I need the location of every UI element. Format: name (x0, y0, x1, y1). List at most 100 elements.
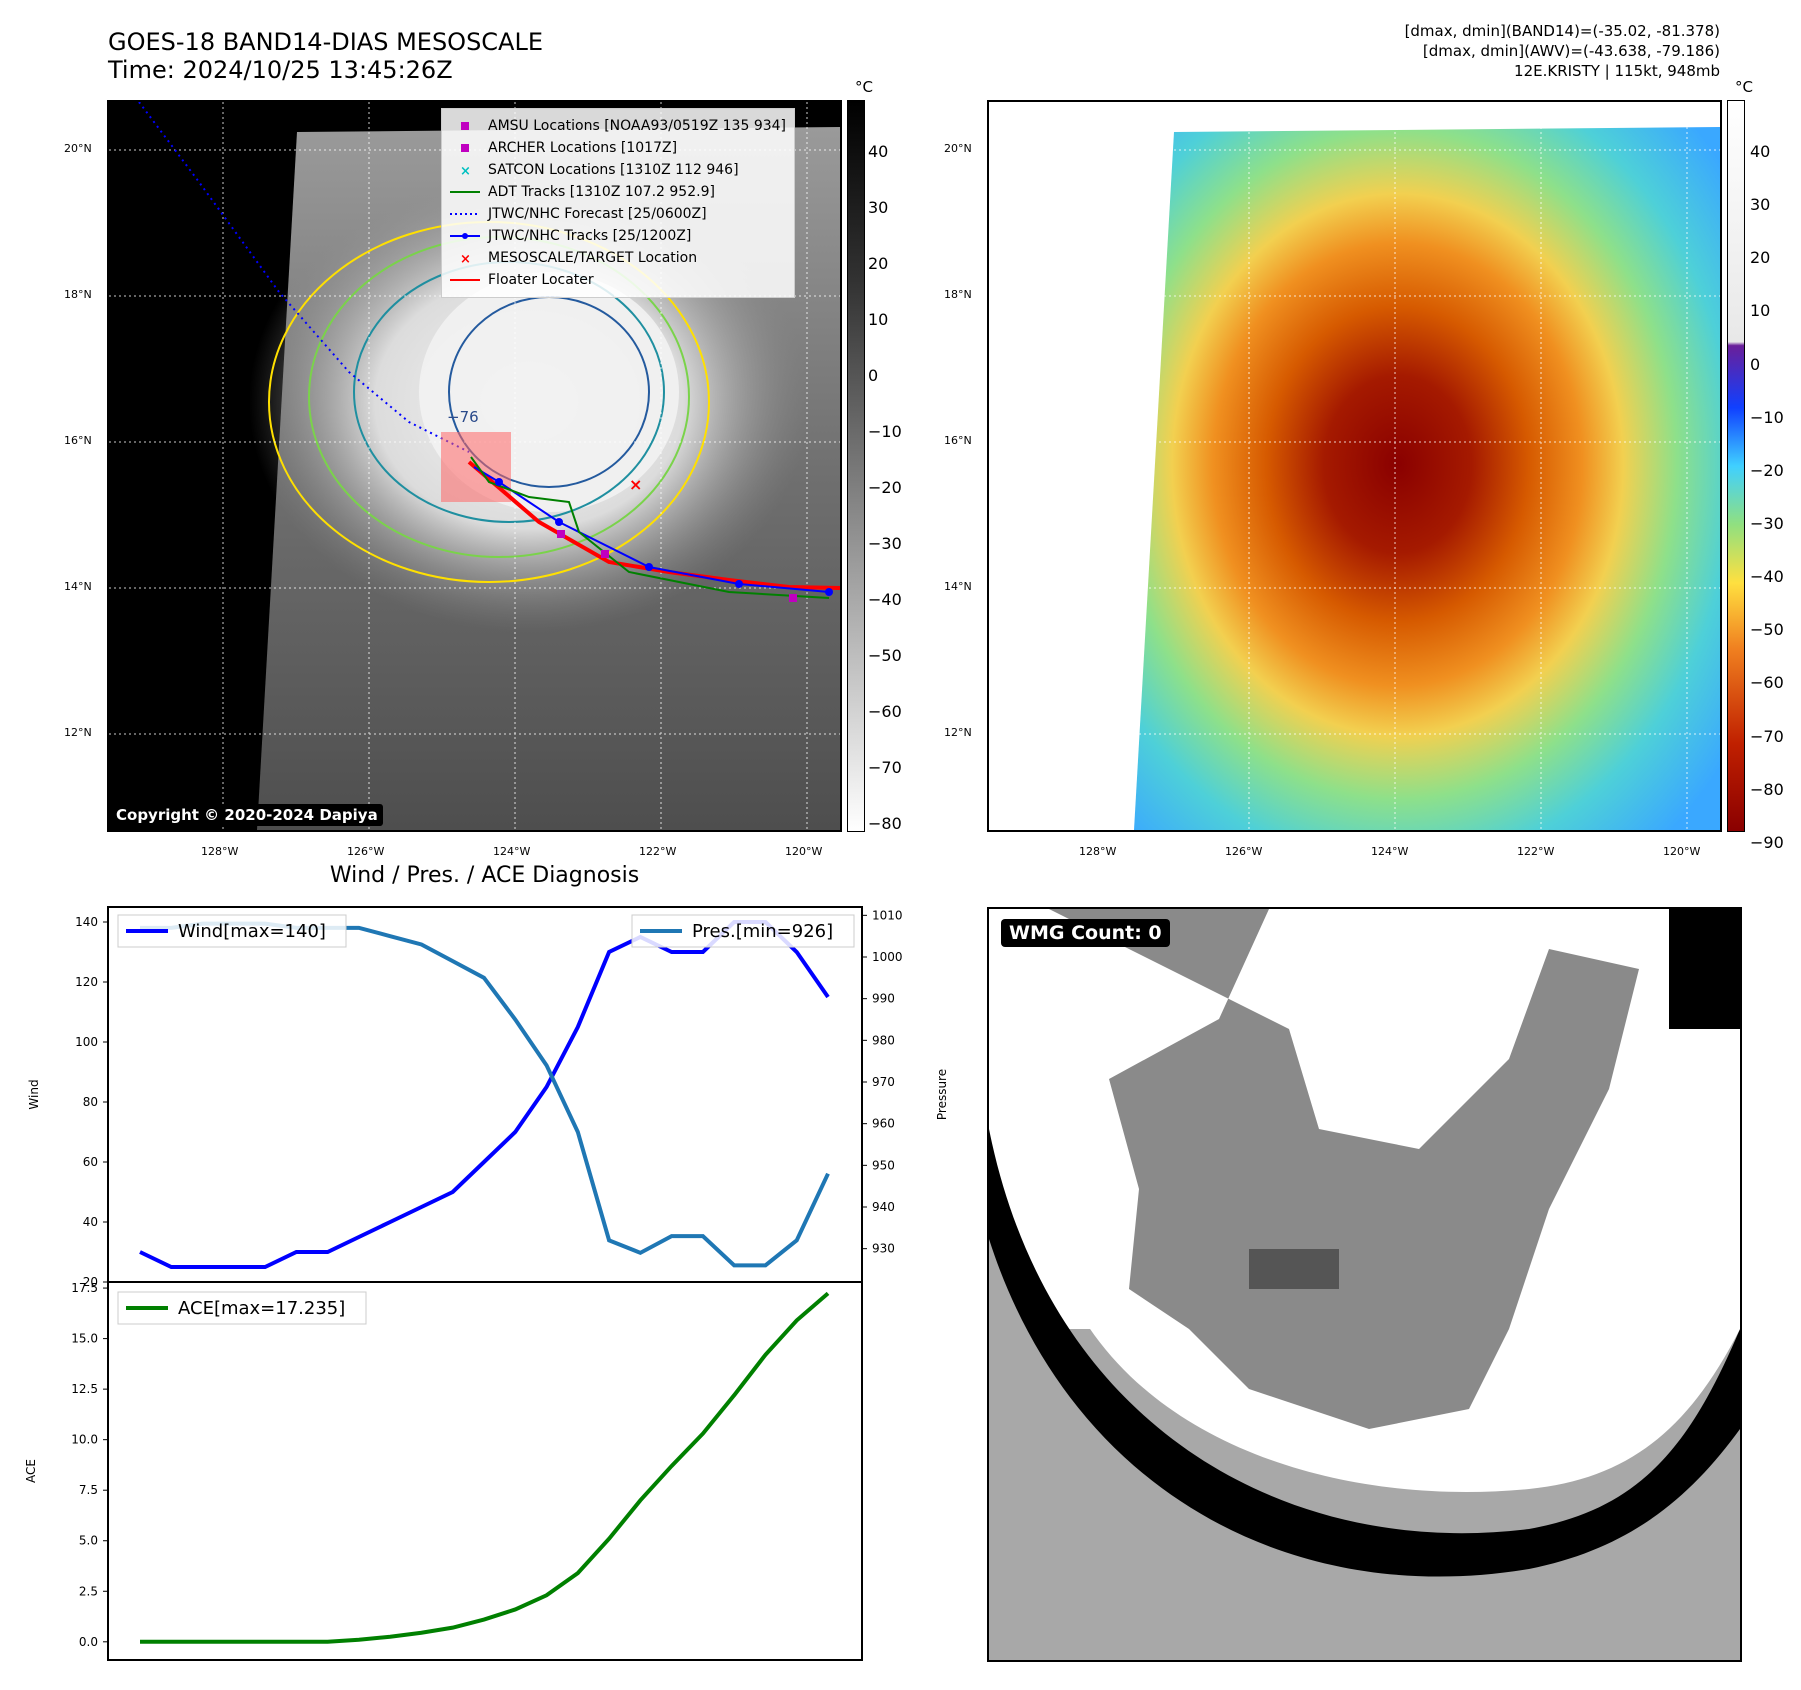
ace-ytick-label: 17.5 (71, 1281, 98, 1295)
pres-ytick-label: 970 (872, 1075, 895, 1089)
ace-ytick-label: 0.0 (79, 1635, 98, 1649)
info-line2: [dmax, dmin](AWV)=(-43.638, -79.186) (1422, 42, 1720, 60)
lat-label: 12°N (944, 726, 972, 739)
colorbar-tick: −30 (1750, 514, 1784, 534)
pres-ytick-label: 1000 (872, 950, 903, 964)
legend-symbol: × (450, 252, 480, 264)
ace-ytick-label: 7.5 (79, 1483, 98, 1497)
ace-ytick-label: 12.5 (71, 1382, 98, 1396)
right-colorbar-unit: °C (1735, 78, 1753, 96)
legend-label: ADT Tracks [1310Z 107.2 952.9] (488, 184, 715, 200)
legend-item: ARCHER Locations [1017Z] (450, 137, 786, 159)
colorbar-tick: 40 (868, 142, 889, 161)
colorbar-tick: −80 (868, 814, 902, 834)
legend-symbol (450, 120, 480, 132)
colorbar-tick: 0 (1750, 354, 1761, 374)
ace-ytick-label: 15.0 (71, 1332, 98, 1346)
ace-ytick-label: 2.5 (79, 1584, 98, 1598)
lon-label: 120°W (785, 845, 823, 858)
wmg-panel: WMG Count: 0 (987, 907, 1742, 1662)
legend-label: Floater Locater (488, 272, 594, 288)
lat-label: 18°N (64, 288, 92, 301)
lon-label: 124°W (493, 845, 531, 858)
wind-ytick-label: 80 (83, 1095, 98, 1109)
ace-ytick-label: 10.0 (71, 1433, 98, 1447)
jtwc-points (495, 478, 833, 596)
ace-series-line (140, 1291, 830, 1644)
colorbar-tick: −50 (868, 646, 902, 666)
legend-symbol (450, 230, 480, 242)
colorbar-tick: −70 (868, 758, 902, 778)
pressure-axis-label: Pressure (935, 1069, 949, 1120)
copyright-badge: Copyright © 2020-2024 Dapiya (111, 804, 383, 826)
colorbar-tick: −10 (1750, 407, 1784, 427)
awv-map-panel (987, 100, 1722, 832)
legend-label: MESOSCALE/TARGET Location (488, 250, 698, 266)
lon-label: 124°W (1371, 845, 1409, 858)
left-colorbar-unit: °C (855, 78, 873, 96)
lat-label: 14°N (944, 580, 972, 593)
colorbar-tick: 40 (1750, 142, 1771, 161)
ace-axes-frame (107, 1281, 863, 1661)
colorbar-tick: −60 (1750, 673, 1784, 693)
legend-label: JTWC/NHC Tracks [25/1200Z] (488, 228, 692, 244)
ir-map-panel: × −76 Copyright © 2020-2024 Dapiya AMSU … (107, 100, 842, 832)
lat-label: 12°N (64, 726, 92, 739)
diagnosis-chart: 20 40 60 80 100 120 140 930 940 950 960 970 980 990 10… (24, 906, 949, 1661)
wind-series-line (139, 920, 830, 1269)
legend-symbol (450, 208, 480, 220)
wind-ytick-label: 140 (75, 915, 98, 929)
legend-label: JTWC/NHC Forecast [25/0600Z] (488, 206, 707, 222)
lon-label: 128°W (1079, 845, 1117, 858)
contour-label: −76 (447, 408, 479, 426)
colorbar-tick: 30 (868, 198, 889, 217)
wmg-corner-black (1669, 909, 1740, 1029)
legend-item: Floater Locater (450, 269, 786, 291)
track-legend: AMSU Locations [NOAA93/0519Z 135 934] ARC… (441, 108, 796, 298)
forecast-track (138, 102, 470, 453)
awv-graticule (989, 102, 1720, 830)
legend-symbol (450, 274, 480, 286)
wmg-dark-patch (1249, 1249, 1339, 1289)
colorbar-tick: 10 (868, 310, 889, 330)
legend-symbol (450, 142, 480, 154)
wind-pres-axes-frame (107, 906, 863, 1283)
pres-ytick-label: 940 (872, 1200, 895, 1214)
colorbar-tick: −10 (868, 422, 902, 442)
pres-ytick-label: 960 (872, 1117, 895, 1131)
lon-label: 126°W (1225, 845, 1263, 858)
figure-title-line2: Time: 2024/10/25 13:45:26Z (108, 56, 453, 84)
colorbar-tick: −30 (868, 534, 902, 554)
wmg-canvas (989, 909, 1740, 1660)
ace-axis-label: ACE (24, 1459, 38, 1483)
pres-ytick-label: 980 (872, 1033, 895, 1047)
wind-ytick-label: 20 (83, 1275, 98, 1289)
awv-map-canvas (989, 102, 1720, 830)
svg-text:×: × (460, 164, 471, 176)
pres-legend-label: Pres.[min=926] (692, 921, 833, 942)
awv-swath (1134, 127, 1720, 830)
legend-item: AMSU Locations [NOAA93/0519Z 135 934] (450, 115, 786, 137)
svg-text:×: × (460, 252, 471, 264)
colorbar-tick: 0 (868, 366, 879, 386)
pres-ytick-label: 950 (872, 1158, 895, 1172)
pres-ytick-label: 990 (872, 992, 895, 1006)
colorbar-tick: −80 (1750, 779, 1784, 799)
lat-label: 14°N (64, 580, 92, 593)
legend-item: × MESOSCALE/TARGET Location (450, 247, 786, 269)
colorbar-tick: −20 (868, 478, 902, 498)
mesoscale-target-marker: × (629, 475, 642, 494)
left-colorbar (847, 100, 865, 832)
info-line3: 12E.KRISTY | 115kt, 948mb (1514, 62, 1720, 80)
ace-ytick-label: 5.0 (79, 1534, 98, 1548)
colorbar-tick: 30 (1750, 195, 1771, 215)
colorbar-tick: −40 (868, 590, 902, 610)
wmg-gray-core (1049, 909, 1639, 1429)
pres-ytick-label: 930 (872, 1242, 895, 1256)
floater-track (467, 460, 840, 590)
lon-label: 128°W (201, 845, 239, 858)
colorbar-tick: −20 (1750, 460, 1784, 480)
wind-axis-label: Wind (27, 1079, 41, 1109)
colorbar-tick: −70 (1750, 726, 1784, 746)
legend-item: JTWC/NHC Forecast [25/0600Z] (450, 203, 786, 225)
